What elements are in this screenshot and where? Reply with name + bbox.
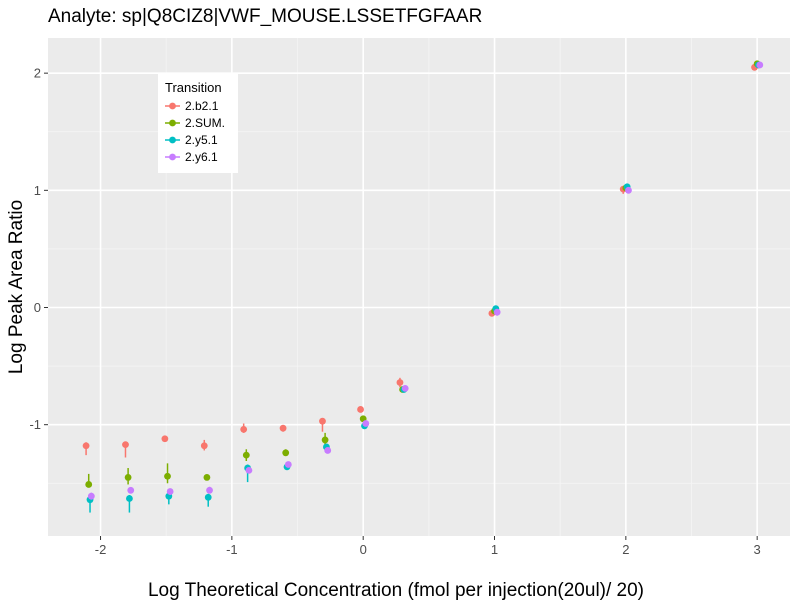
- legend-label: 2.y6.1: [185, 150, 218, 164]
- legend-key-point: [169, 119, 176, 127]
- legend-item: 2.y5.1: [165, 133, 218, 147]
- legend-label: 2.b2.1: [185, 99, 219, 113]
- legend-key-point: [169, 153, 176, 161]
- data-point: [284, 461, 292, 468]
- legend-label: 2.y5.1: [185, 133, 218, 147]
- x-tick-label: 3: [754, 542, 761, 557]
- data-point: [127, 486, 135, 494]
- data-point: [625, 186, 632, 194]
- grid-major: [48, 38, 790, 536]
- data-point: [319, 417, 326, 425]
- x-axis-title: Log Theoretical Concentration (fmol per …: [148, 580, 644, 600]
- data-point: [166, 488, 174, 495]
- x-tick-label: -1: [226, 542, 238, 557]
- legend-item: 2.SUM.: [165, 116, 225, 130]
- y-tick-label: -1: [29, 417, 41, 432]
- y-tick-label: 2: [34, 66, 41, 81]
- data-point: [203, 474, 211, 481]
- data-point: [324, 447, 332, 454]
- x-tick-label: 0: [360, 542, 367, 557]
- legend-item: 2.b2.1: [165, 99, 219, 113]
- data-point: [87, 492, 95, 500]
- data-point: [279, 424, 287, 432]
- data-points: [82, 60, 764, 513]
- chart-title: Analyte: sp|Q8CIZ8|VWF_MOUSE.LSSETFGFAAR: [48, 6, 482, 27]
- legend-item: 2.y6.1: [165, 150, 218, 164]
- data-point: [362, 420, 370, 427]
- data-point: [756, 61, 764, 69]
- data-point: [282, 449, 290, 457]
- legend-key-point: [169, 102, 176, 110]
- data-point: [82, 442, 90, 450]
- data-point: [124, 474, 132, 481]
- data-point: [122, 441, 129, 449]
- y-axis: -1 0 1 2: [29, 66, 48, 432]
- legend-title: Transition: [165, 80, 222, 95]
- y-tick-label: 0: [34, 300, 41, 315]
- legend-key-point: [169, 136, 176, 144]
- x-tick-label: -2: [95, 542, 107, 557]
- data-point: [85, 481, 93, 488]
- y-axis-title: Log Peak Area Ratio: [6, 200, 27, 374]
- data-point: [493, 308, 501, 316]
- data-point: [396, 379, 404, 386]
- data-point: [357, 406, 364, 413]
- data-point: [242, 451, 250, 459]
- legend-label: 2.SUM.: [185, 116, 225, 130]
- data-point: [161, 435, 169, 443]
- x-tick-label: 2: [622, 542, 629, 557]
- data-point: [321, 436, 329, 444]
- data-point: [204, 493, 212, 501]
- x-tick-label: 1: [491, 542, 498, 557]
- data-point: [245, 466, 253, 474]
- legend-items: 2.b2.1 2.SUM. 2.y5.1 2.y6.1: [165, 99, 225, 164]
- series-2.y6.1: [87, 61, 764, 500]
- data-point: [206, 486, 213, 494]
- legend: Transition 2.b2.1 2.SUM. 2.y5.1 2.y6.1: [158, 74, 238, 173]
- y-tick-label: 1: [34, 183, 41, 198]
- data-point: [126, 495, 133, 502]
- data-point: [164, 472, 171, 480]
- data-point: [200, 442, 208, 450]
- x-axis: -2 -1 0 1 2 3: [95, 536, 761, 557]
- data-point: [401, 384, 409, 392]
- data-point: [240, 425, 248, 433]
